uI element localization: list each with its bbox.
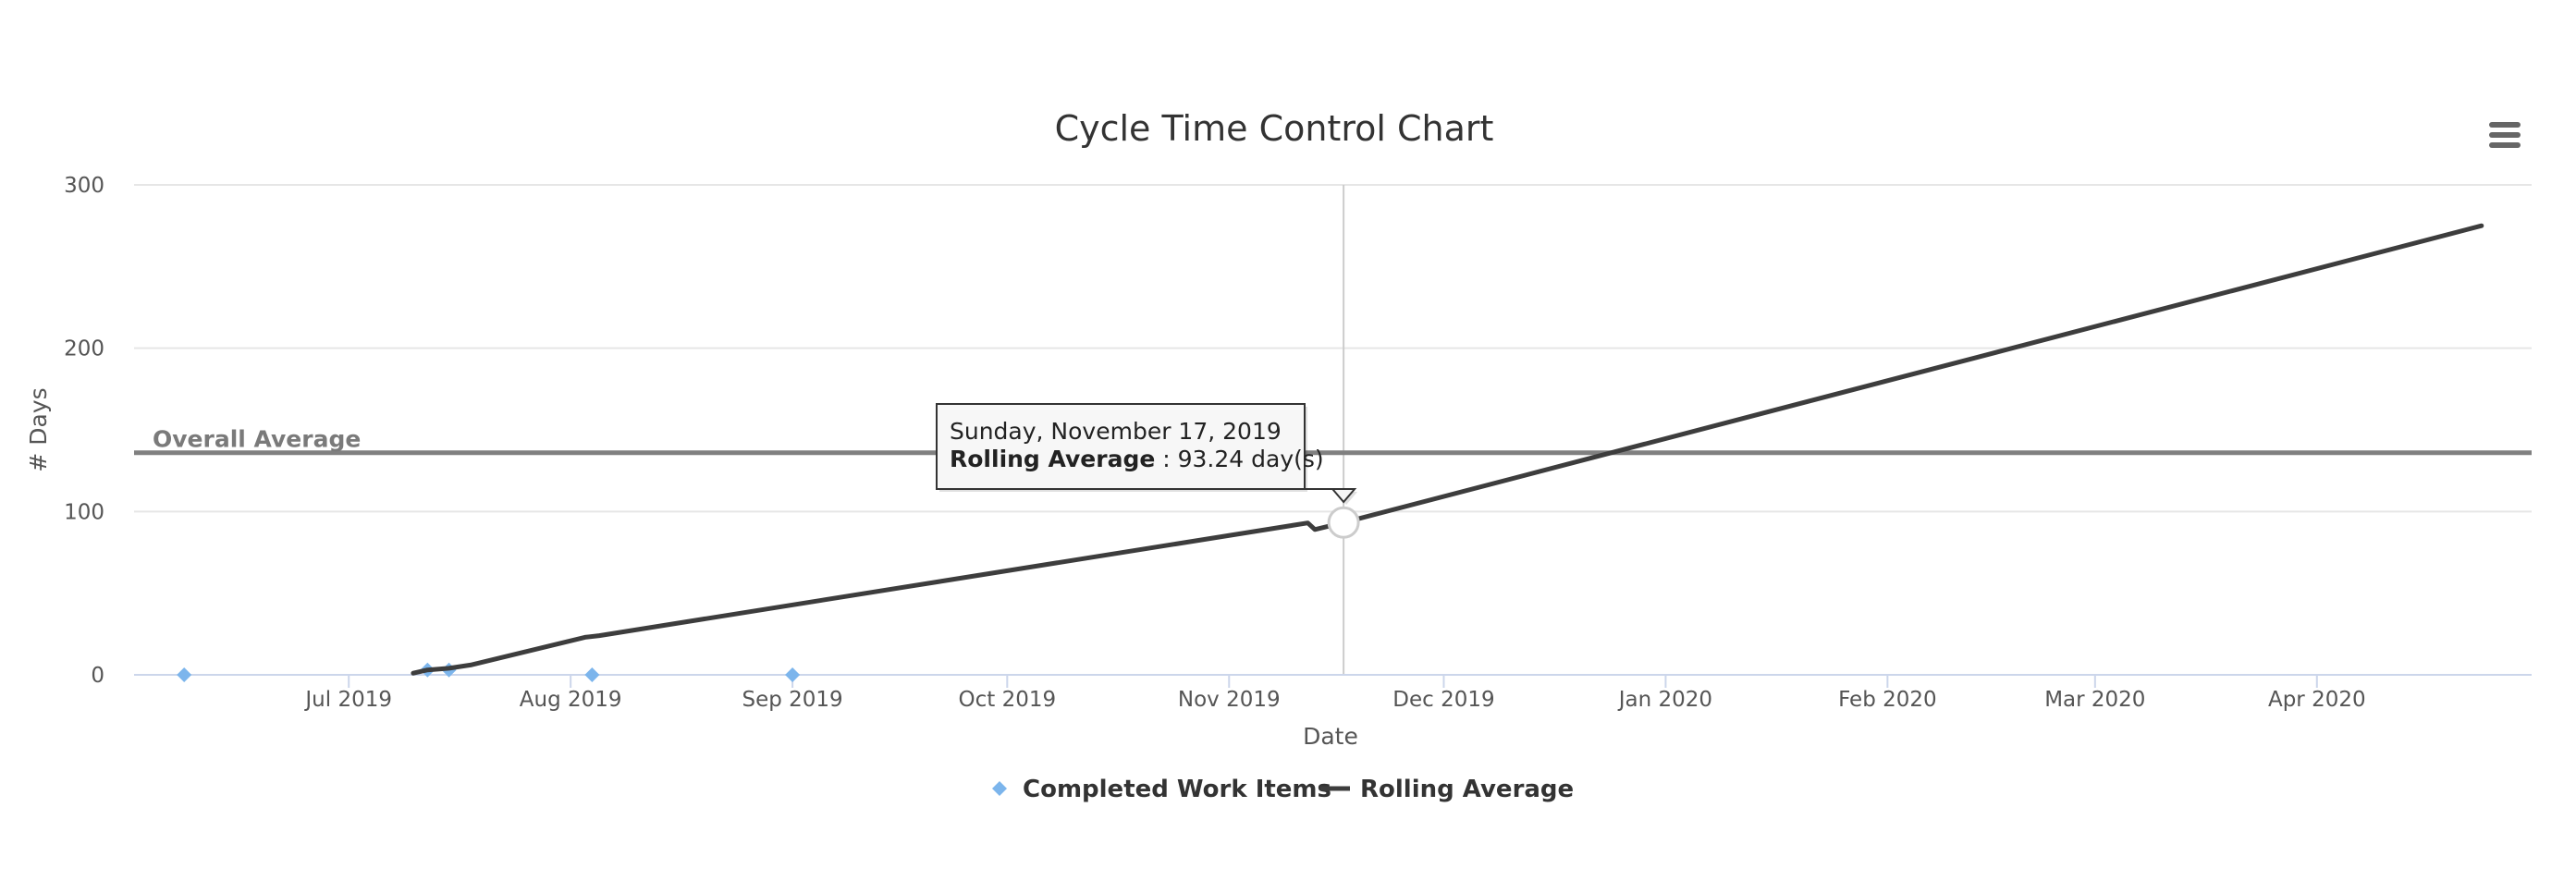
series-layer xyxy=(177,223,2484,682)
x-tick-label: Sep 2019 xyxy=(742,688,843,712)
x-tick-label: Nov 2019 xyxy=(1178,688,1281,712)
work-item-point xyxy=(785,667,801,682)
legend: Completed Work Items Rolling Average xyxy=(992,776,1574,803)
tooltip-series-name: Rolling Average xyxy=(950,446,1155,472)
y-tick-label: 100 xyxy=(64,500,104,524)
work-item-point xyxy=(584,667,600,682)
series-rolling-average xyxy=(411,223,2484,676)
series-completed-work-items xyxy=(177,662,801,682)
x-tick-label: Feb 2020 xyxy=(1838,688,1937,712)
x-tick-label: Oct 2019 xyxy=(959,688,1057,712)
hover-point-marker xyxy=(1327,506,1360,539)
grid-lines xyxy=(134,184,2532,513)
y-tick-label: 300 xyxy=(64,174,104,198)
legend-label: Rolling Average xyxy=(1360,776,1574,803)
overall-average-layer: Overall Average xyxy=(134,426,2532,456)
work-item-point xyxy=(177,667,192,682)
x-tick-label: Dec 2019 xyxy=(1392,688,1494,712)
legend-diamond-icon xyxy=(992,781,1007,796)
x-tick-label: Jul 2019 xyxy=(303,688,392,712)
overall-average-label: Overall Average xyxy=(153,426,361,453)
x-tick-label: Jan 2020 xyxy=(1617,688,1712,712)
chart-title: Cycle Time Control Chart xyxy=(1055,108,1494,149)
rolling-average-line xyxy=(411,223,2484,676)
x-tick-label: Aug 2019 xyxy=(520,688,622,712)
x-tick-label: Mar 2020 xyxy=(2044,688,2145,712)
legend-item-rolling-average[interactable]: Rolling Average xyxy=(1320,776,1574,803)
y-axis-title: # Days xyxy=(25,387,52,471)
y-tick-label: 0 xyxy=(91,664,104,688)
x-axis-title: Date xyxy=(1303,723,1358,750)
tooltip-value-text: : 93.24 day(s) xyxy=(1155,446,1323,472)
tooltip-value: Rolling Average : 93.24 day(s) xyxy=(950,446,1324,472)
hamburger-menu-icon[interactable] xyxy=(2489,122,2521,148)
tooltip-box xyxy=(936,403,1357,504)
axes: 0 100 200 300 Jul 2019 Aug 2019 Sep 2019 Oct 20… xyxy=(64,174,2532,712)
tooltip-date: Sunday, November 17, 2019 xyxy=(950,418,1282,445)
x-tick-label: Apr 2020 xyxy=(2268,688,2366,712)
legend-label: Completed Work Items xyxy=(1023,776,1331,803)
y-tick-label: 200 xyxy=(64,337,104,361)
legend-item-completed-work-items[interactable]: Completed Work Items xyxy=(992,776,1331,803)
